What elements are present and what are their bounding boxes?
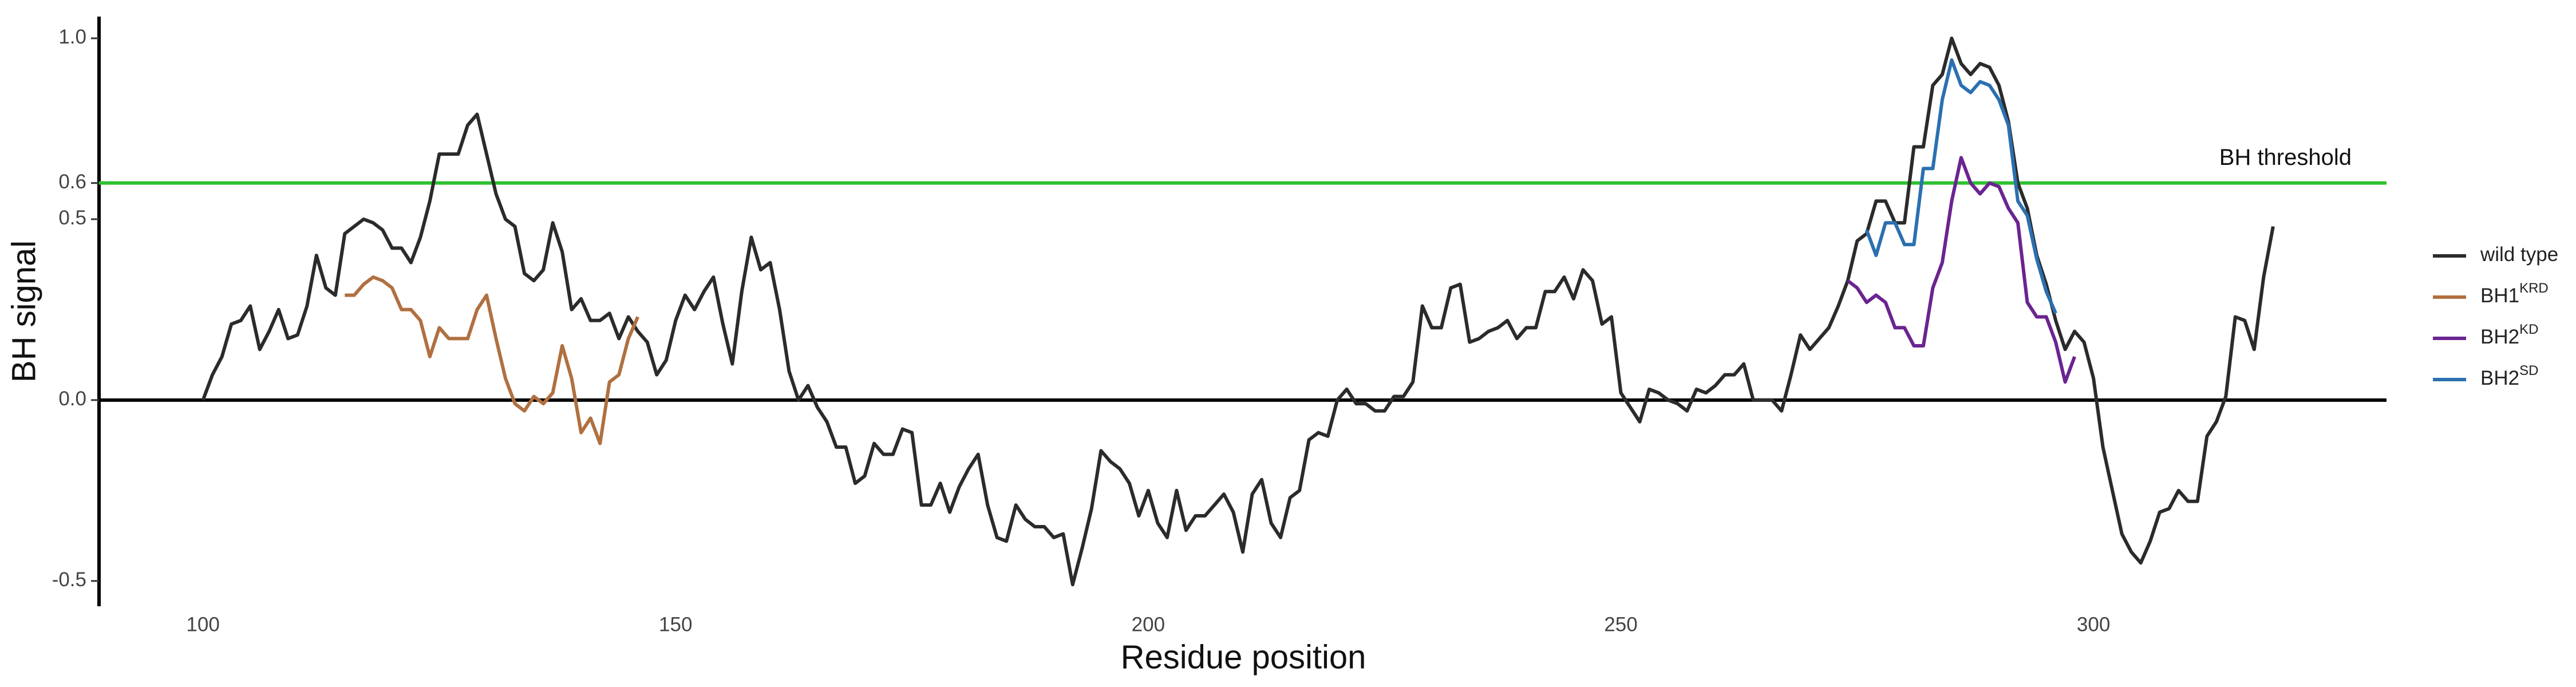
legend-label: BH2KD [2480,322,2538,348]
legend-superscript: KRD [2519,281,2549,296]
series-line [1846,156,2076,384]
x-tick-label: 150 [659,613,692,635]
legend-name: wild type [2480,243,2558,266]
legend-label: BH2SD [2480,363,2538,389]
reference-label: BH threshold [2219,145,2352,170]
x-tick-label: 200 [1132,613,1165,635]
series-line [1864,58,2057,314]
x-tick-label: 100 [186,613,219,635]
x-axis-title: Residue position [1121,638,1366,676]
legend-name: BH2 [2480,326,2519,348]
y-tick-label: 0.0 [58,388,86,410]
legend-name: BH1 [2480,285,2519,307]
series-line [345,275,639,445]
y-tick-label: 0.6 [58,171,86,193]
y-tick-label: 0.5 [58,207,86,229]
x-tick-label: 300 [2077,613,2110,635]
series-line [201,36,2275,587]
legend-superscript: KD [2519,322,2538,337]
x-tick-label: 250 [1604,613,1637,635]
y-tick-label: -0.5 [52,568,86,591]
legend-label: wild type [2480,243,2558,266]
y-axis-title: BH signal [5,240,42,382]
legend-superscript: SD [2519,363,2538,378]
legend-label: BH1KRD [2480,281,2549,307]
legend-name: BH2 [2480,367,2519,389]
y-tick-label: 1.0 [58,26,86,48]
